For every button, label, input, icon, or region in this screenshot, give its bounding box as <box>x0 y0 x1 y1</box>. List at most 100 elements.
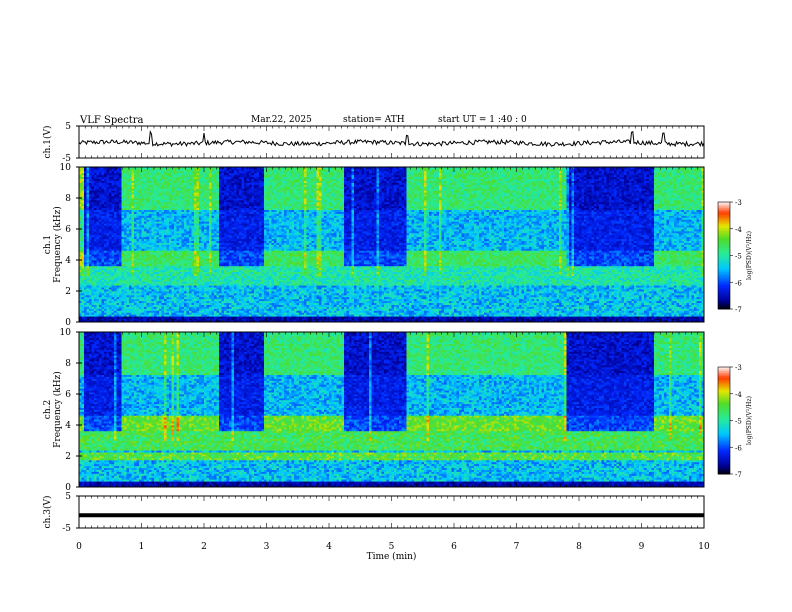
spectrogram-cell <box>141 184 145 187</box>
spectrogram-cell <box>104 265 107 269</box>
spectrogram-cell <box>86 287 90 290</box>
spectrogram-cell <box>116 238 120 242</box>
spectrogram-cell <box>89 294 92 298</box>
spectrogram-cell <box>131 250 135 253</box>
spectrogram-cell <box>84 211 87 214</box>
spectrogram-cell <box>129 167 132 170</box>
spectrogram-cell <box>124 277 127 280</box>
spectrogram-cell <box>129 246 132 249</box>
spectrogram-cell <box>129 240 132 243</box>
spectrogram-cell <box>101 263 105 267</box>
spectrogram-cell <box>131 227 135 230</box>
spectrogram-cell <box>96 275 100 278</box>
spectrogram-cell <box>129 236 132 240</box>
spectrogram-cell <box>134 192 137 195</box>
spectrogram-cell <box>114 192 117 195</box>
spectrogram-cell <box>86 182 90 185</box>
spectrogram-cell <box>141 269 145 273</box>
spectrogram-cell <box>144 252 147 255</box>
spectrogram-cell <box>79 170 82 174</box>
spectrogram-cell <box>134 267 137 271</box>
spectrogram-cell <box>111 205 115 209</box>
spectrogram-cell <box>101 186 105 189</box>
spectrogram-cell <box>101 229 105 232</box>
spectrogram-cell <box>89 316 92 319</box>
spectrogram-cell <box>124 238 127 242</box>
spectrogram-cell <box>136 320 140 323</box>
spectrogram-cell <box>84 244 87 247</box>
spectrogram-cell <box>141 271 145 274</box>
spectrogram-cell <box>84 190 87 193</box>
spectrogram-cell <box>96 178 100 181</box>
spectrogram-cell <box>124 182 127 185</box>
spectrogram-cell <box>109 316 112 319</box>
spectrogram-cell <box>79 174 82 178</box>
spectrogram-cell <box>134 205 137 209</box>
spectrogram-cell <box>106 271 110 274</box>
spectrogram-cell <box>89 215 92 218</box>
spectrogram-cell <box>86 215 90 218</box>
spectrogram-cell <box>104 279 107 282</box>
spectrogram-cell <box>129 296 132 300</box>
spectrogram-cell <box>141 244 145 247</box>
spectrogram-cell <box>86 186 90 189</box>
spectrogram-cell <box>104 318 107 321</box>
spectrogram-cell <box>104 320 107 323</box>
spectrogram-cell <box>119 271 122 274</box>
spectrogram-cell <box>104 170 107 174</box>
spectrogram-cell <box>99 291 102 294</box>
spectrogram-cell <box>119 223 122 226</box>
spectrogram-cell <box>106 230 110 234</box>
spectrogram-cell <box>81 263 85 267</box>
spectrogram-cell <box>141 194 145 197</box>
spectrogram-cell <box>124 180 127 183</box>
spectrogram-cell <box>101 203 105 207</box>
spectrogram-cell <box>129 180 132 183</box>
spectrogram-cell <box>121 219 125 222</box>
spectrogram-cell <box>81 238 85 242</box>
spectrogram-cell <box>139 316 142 319</box>
spectrogram-cell <box>101 260 105 263</box>
spectrogram-cell <box>124 287 127 290</box>
spectrogram-cell <box>79 188 82 191</box>
spectrogram-cell <box>124 302 127 305</box>
spectrogram-cell <box>131 194 135 197</box>
spectrogram-cell <box>136 302 140 305</box>
spectrogram-cell <box>84 310 87 313</box>
ch1-trace <box>78 129 705 148</box>
spectrogram-cell <box>136 188 140 191</box>
spectrogram-cell <box>114 209 117 212</box>
spectrogram-cell <box>94 287 97 290</box>
spectrogram-cell <box>81 277 85 280</box>
spectrogram-cell <box>131 205 135 209</box>
spectrogram-cell <box>134 194 137 197</box>
spectrogram-cell <box>101 190 105 193</box>
spectrogram-cell <box>119 225 122 228</box>
spectrogram-cell <box>99 190 102 193</box>
spectrogram-cell <box>94 254 97 257</box>
spectrogram-cell <box>116 180 120 183</box>
spectrogram-cell <box>126 188 130 191</box>
spectrogram-cell <box>101 265 105 269</box>
spectrogram-cell <box>126 201 130 205</box>
spectrogram-cell <box>109 201 112 205</box>
spectrogram-cell <box>91 232 95 236</box>
spectrogram-cell <box>84 215 87 218</box>
spectrogram-cell <box>114 289 117 292</box>
spectrogram-cell <box>106 170 110 174</box>
spectrogram-cell <box>109 230 112 234</box>
spectrogram-cell <box>114 182 117 185</box>
spectrogram-cell <box>126 283 130 286</box>
spectrogram-cell <box>99 256 102 259</box>
spectrogram-cell <box>84 221 87 224</box>
spectrogram-cell <box>104 302 107 305</box>
spectrogram-cell <box>139 261 142 265</box>
spectrogram-cell <box>94 261 97 265</box>
spectrogram-cell <box>114 273 117 276</box>
spectrogram-cell <box>126 213 130 216</box>
spectrogram-cell <box>101 232 105 236</box>
spectrogram-cell <box>91 287 95 290</box>
spectrogram-cell <box>106 316 110 319</box>
spectrogram-cell <box>116 203 120 207</box>
spectrogram-cell <box>141 232 145 236</box>
